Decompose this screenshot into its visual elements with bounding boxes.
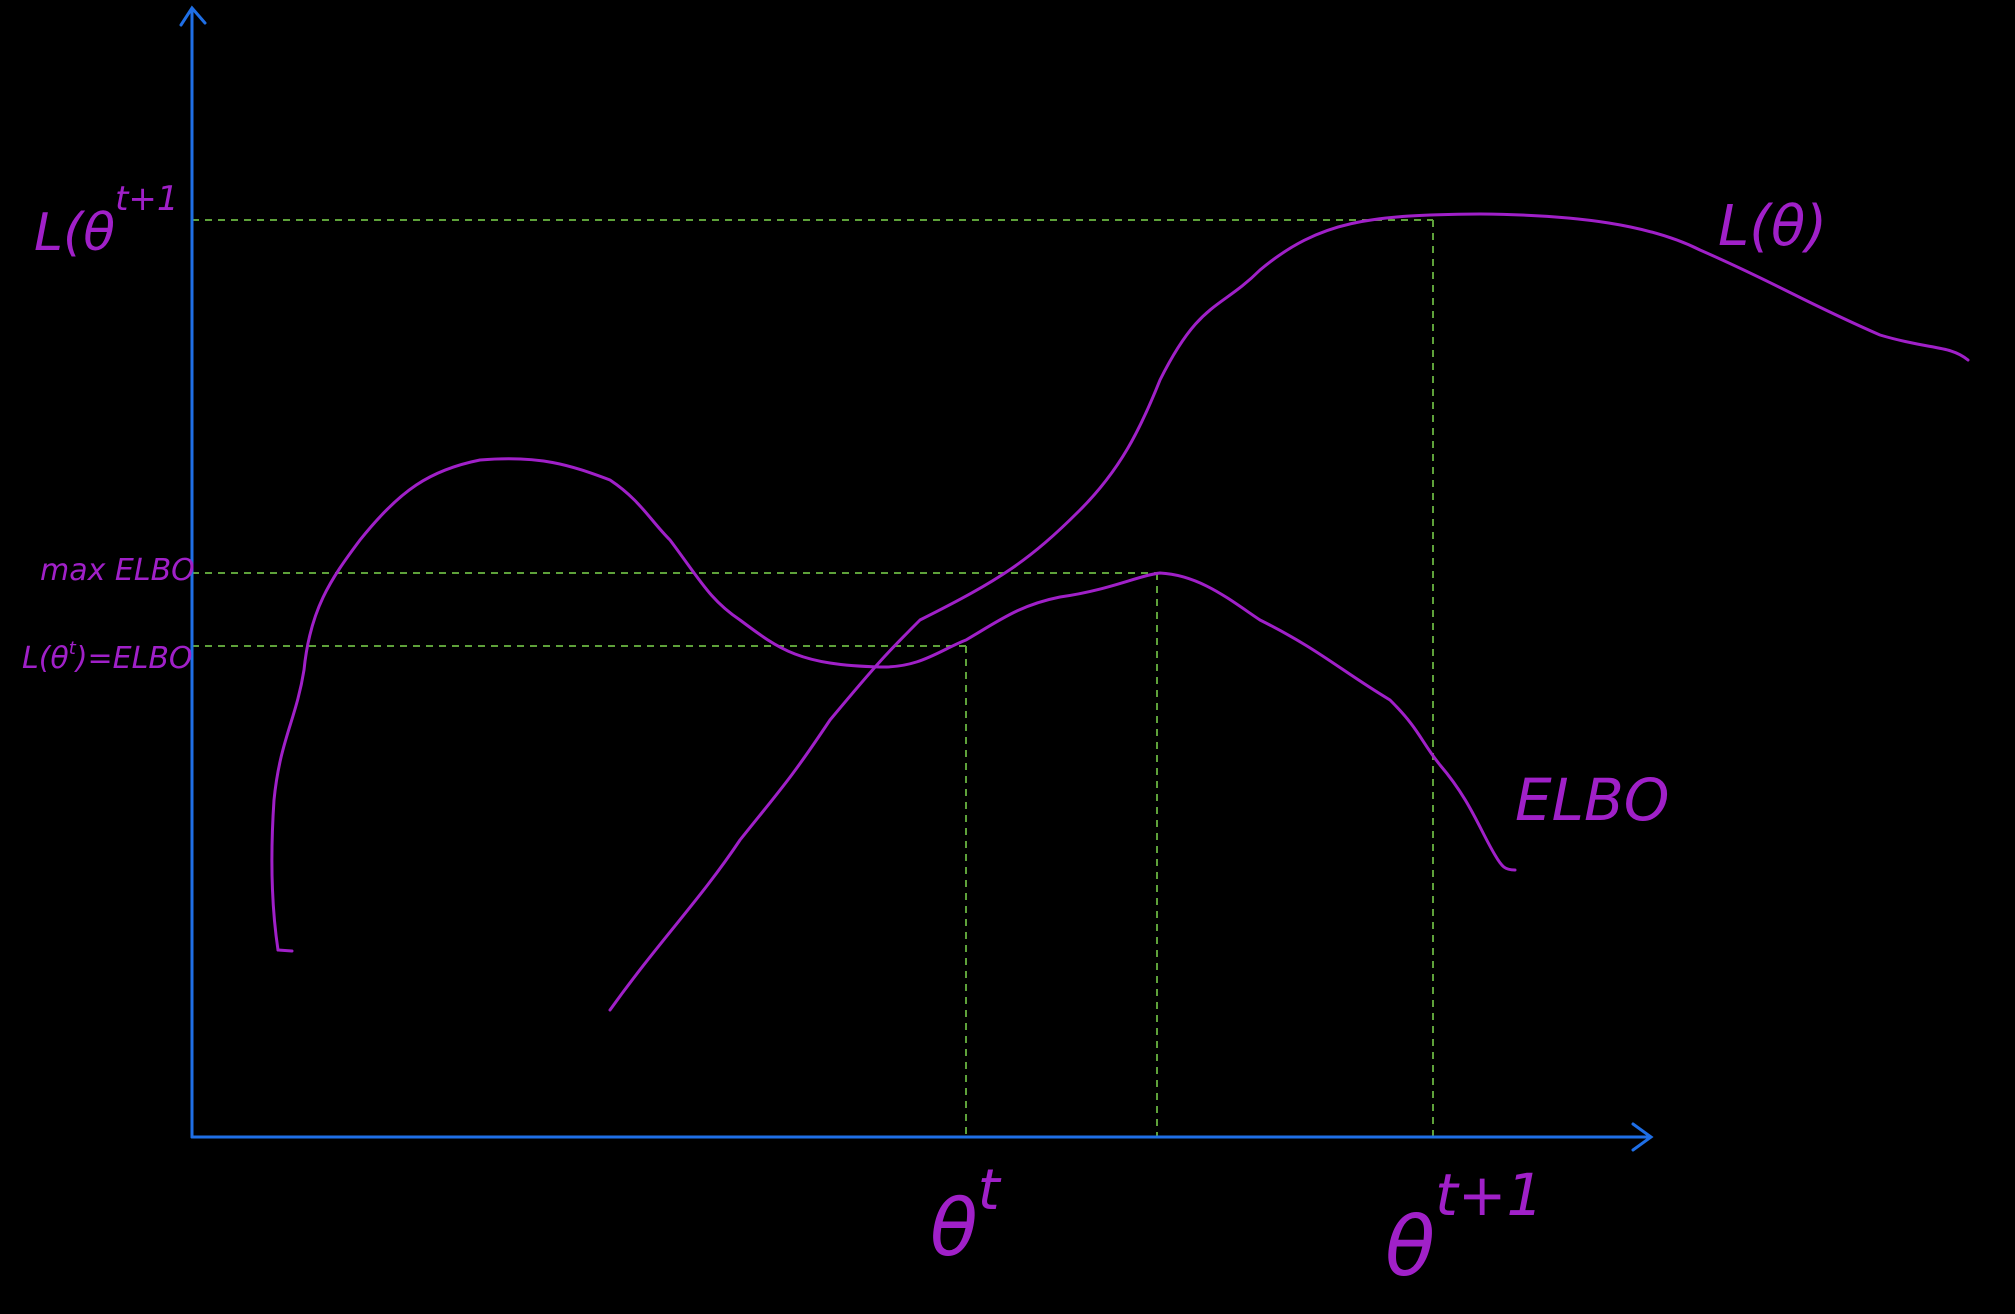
y-axis-arrow-icon <box>179 5 207 27</box>
label-x-theta-t1-sup: t+1 <box>1435 1161 1543 1229</box>
label-y-l-theta-t1-sup: t+1 <box>115 179 178 219</box>
label-x-theta-t1-main: θ <box>1385 1200 1435 1295</box>
label-y-l-theta-t1-main: L(θ <box>34 203 115 263</box>
x-axis-arrow-icon <box>1631 1122 1654 1152</box>
label-y-l-theta-t-tail: )=ELBO <box>74 641 193 676</box>
label-x-theta-t-main: θ <box>930 1184 978 1274</box>
label-x-theta-t-sup: t <box>978 1158 1002 1223</box>
label-y-l-theta-t-eq-elbo: L(θt)=ELBO <box>22 638 193 676</box>
labels: L(θt+1 max ELBO L(θt)=ELBO L(θ) ELBO θt … <box>22 179 1827 1295</box>
axes <box>179 5 1654 1152</box>
curve-elbo <box>270 457 1517 952</box>
label-curve-l-theta: L(θ) <box>1718 194 1827 259</box>
label-y-l-theta-t-main: L(θ <box>22 641 69 676</box>
label-x-theta-t: θt <box>930 1158 1002 1274</box>
label-y-l-theta-t1: L(θt+1 <box>34 179 179 263</box>
curve-elbo-tail <box>276 948 294 953</box>
label-y-l-theta-t-sup: t <box>69 638 77 659</box>
curves <box>270 212 1970 1012</box>
guide-lines <box>192 219 1434 1137</box>
label-y-max-elbo: max ELBO <box>40 553 195 588</box>
label-curve-elbo: ELBO <box>1515 766 1669 834</box>
curve-l-theta <box>608 212 1970 1012</box>
label-x-theta-t1: θt+1 <box>1385 1161 1543 1295</box>
